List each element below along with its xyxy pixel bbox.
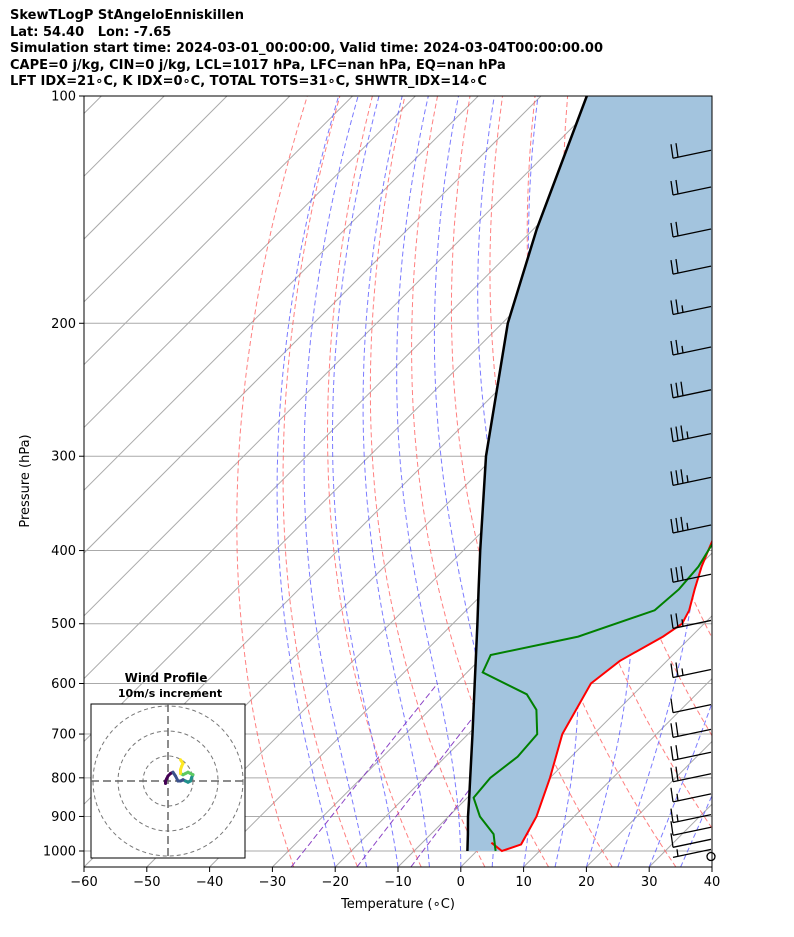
x-tick-label: 40 (704, 875, 721, 890)
y-tick-label: 1000 (43, 845, 76, 860)
y-tick-label: 900 (51, 810, 76, 825)
wind-barb (670, 469, 712, 487)
hodograph-segment (179, 758, 185, 765)
wind-barb (670, 698, 712, 714)
x-tick-label: −40 (196, 875, 223, 890)
wind-barb (670, 833, 712, 848)
dry-adiabat (236, 96, 308, 867)
cin-shade (467, 96, 712, 851)
isotherm--130 (84, 96, 416, 429)
parcel-profile (466, 96, 588, 852)
wind-barb (670, 787, 712, 803)
hodograph-subtitle: 10m/s increment (118, 687, 222, 700)
wind-barb (670, 179, 712, 196)
y-tick-label: 600 (51, 677, 76, 692)
wind-barb (670, 722, 712, 738)
dry-adiabat (369, 96, 486, 867)
isotherm--150 (84, 96, 291, 303)
isotherm--140 (84, 96, 353, 366)
x-tick-label: −20 (321, 875, 348, 890)
wind-barb (670, 299, 712, 316)
wind-barb (670, 566, 712, 583)
isotherm-0 (460, 615, 712, 867)
moist-adiabat (303, 96, 368, 867)
dry-adiabat (282, 96, 358, 867)
x-tick-label: −30 (259, 875, 286, 890)
moist-adiabat (680, 794, 712, 867)
isotherm--100 (84, 96, 605, 617)
y-tick-label: 300 (51, 450, 76, 465)
indices-line-2: LFT IDX=21∘C, K IDX=0∘C, TOTAL TOTS=31∘C… (10, 74, 487, 89)
location-line: Lat: 54.40 Lon: -7.65 (10, 24, 172, 40)
wind-barb (670, 221, 712, 238)
x-tick-label: 30 (641, 875, 658, 890)
isotherm-50 (775, 96, 794, 867)
x-tick-label: 10 (515, 875, 532, 890)
hodograph-plot (91, 704, 245, 858)
isotherm--120 (84, 96, 479, 491)
dry-adiabat (730, 96, 794, 867)
isotherm-40 (711, 866, 712, 867)
isotherm--180 (84, 96, 102, 115)
wind-barb (670, 339, 712, 356)
dewpoint-profile (472, 542, 712, 852)
moist-adiabat (711, 865, 712, 867)
hodograph-title: Wind Profile (125, 671, 208, 685)
moist-adiabat (362, 96, 430, 867)
x-tick-label: 0 (457, 875, 465, 890)
moist-adiabat (477, 96, 534, 867)
x-tick-label: −10 (384, 875, 411, 890)
wind-barb (670, 425, 712, 443)
y-tick-label: 800 (51, 771, 76, 786)
times-line: Simulation start time: 2024-03-01_00:00:… (10, 41, 603, 56)
wind-barb (670, 258, 712, 275)
y-tick-label: 700 (51, 728, 76, 743)
isotherm--160 (84, 96, 228, 240)
dry-adiabat (763, 96, 794, 867)
y-tick-label: 500 (51, 617, 76, 632)
wind-barb (670, 821, 712, 836)
wind-barb (670, 516, 712, 534)
moist-adiabat (648, 701, 712, 867)
x-axis-label: Temperature (∘C) (340, 897, 455, 912)
moist-adiabat (396, 96, 462, 867)
mixing-ratio-line (290, 683, 438, 867)
isotherm-10 (523, 677, 712, 867)
moist-adiabat (276, 96, 340, 867)
mixing-ratio-line (356, 683, 500, 867)
y-tick-label: 100 (51, 90, 76, 105)
moist-adiabat (433, 96, 495, 867)
x-tick-label: 20 (578, 875, 595, 890)
y-axis-label: Pressure (hPa) (18, 434, 33, 527)
wind-barb (670, 662, 712, 679)
chart-header: SkewTLogP StAngeloEnniskillen Lat: 54.40… (10, 8, 603, 91)
wind-barb (670, 381, 712, 399)
wind-barb (670, 143, 712, 159)
wind-barb (670, 808, 712, 824)
x-tick-label: −60 (70, 875, 97, 890)
wind-barb (706, 851, 716, 862)
y-tick-label: 200 (51, 317, 76, 332)
wind-barb (672, 848, 712, 858)
y-tick-label: 400 (51, 544, 76, 559)
indices-line-1: CAPE=0 j/kg, CIN=0 j/kg, LCL=1017 hPa, L… (10, 57, 506, 73)
chart-title: SkewTLogP StAngeloEnniskillen (10, 8, 244, 23)
wind-barb (670, 613, 712, 630)
moist-adiabat (617, 96, 700, 867)
wind-barb (670, 766, 712, 783)
x-tick-label: −50 (133, 875, 160, 890)
wind-barb (670, 745, 712, 761)
temperature-profile (490, 539, 712, 853)
moist-adiabat (332, 96, 399, 867)
isotherm--20 (334, 489, 712, 867)
isotherm--110 (84, 96, 542, 554)
